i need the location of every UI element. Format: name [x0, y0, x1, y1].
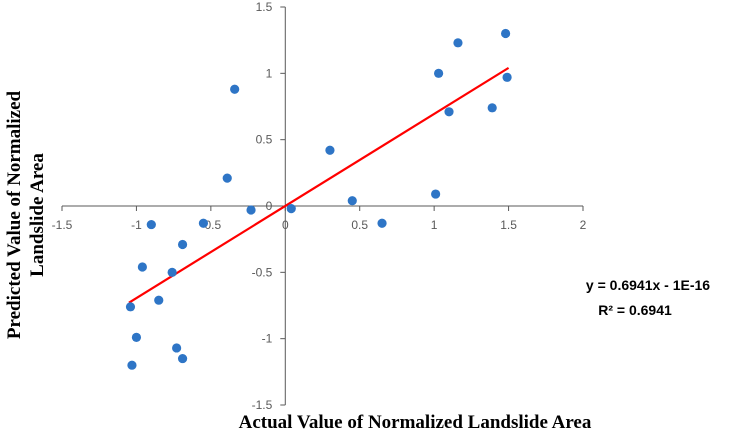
y-tick-label: 1.5 [256, 0, 273, 14]
data-point [246, 205, 256, 215]
axes [62, 7, 583, 405]
r-squared-label: R² = 0.6941 [598, 302, 672, 318]
x-tick-labels: -1.5 -1 -0.5 0 0.5 1 1.5 2 [52, 206, 587, 232]
y-tick-label: -1.5 [252, 398, 273, 412]
data-point [502, 72, 512, 82]
y-axis-title-line-1: Predicted Value of Normalized [4, 90, 25, 339]
data-point [167, 267, 177, 277]
trendline-equation: y = 0.6941x - 1E-16 [586, 277, 710, 293]
data-point [434, 68, 444, 78]
data-point [177, 239, 188, 250]
y-tick-label: 0 [266, 199, 273, 213]
x-tick-label: 1 [431, 218, 438, 232]
data-point [154, 295, 164, 305]
data-point [222, 173, 232, 183]
data-points [125, 28, 512, 370]
y-tick-label: -0.5 [252, 265, 273, 279]
y-tick-labels: -1.5 -1 -0.5 0 0.5 1 1.5 [252, 0, 286, 412]
x-tick-label: 0 [282, 218, 289, 232]
data-point [172, 343, 182, 353]
data-point [444, 107, 454, 117]
trendline [128, 66, 510, 304]
x-tick-label: 1.5 [500, 218, 517, 232]
data-point [431, 189, 441, 199]
data-point [127, 360, 137, 370]
x-axis-title: Actual Value of Normalized Landslide Are… [239, 412, 592, 433]
y-tick-label: -1 [262, 332, 273, 346]
data-point [177, 353, 188, 364]
data-point [125, 302, 136, 312]
data-point [325, 145, 335, 155]
y-axis-title-line-2: Landslide Area [27, 153, 48, 277]
data-point [131, 332, 142, 342]
data-point [286, 204, 296, 214]
data-point [198, 218, 209, 228]
trendline-group [128, 66, 510, 304]
x-tick-label: 0.5 [351, 218, 368, 232]
data-point [146, 219, 156, 230]
data-point [500, 28, 511, 39]
x-tick-label: -1 [131, 218, 142, 232]
data-point [347, 196, 357, 206]
data-point [137, 262, 147, 272]
y-tick-label: 0.5 [256, 133, 273, 147]
y-tick-label: 1 [266, 66, 273, 80]
x-tick-label: 2 [580, 218, 587, 232]
y-axis-title: Predicted Value of Normalized Landslide … [4, 90, 48, 339]
data-point [377, 218, 387, 228]
x-tick-label: -1.5 [52, 218, 73, 232]
data-point [230, 84, 240, 94]
data-point [487, 103, 497, 113]
data-point [453, 38, 463, 48]
